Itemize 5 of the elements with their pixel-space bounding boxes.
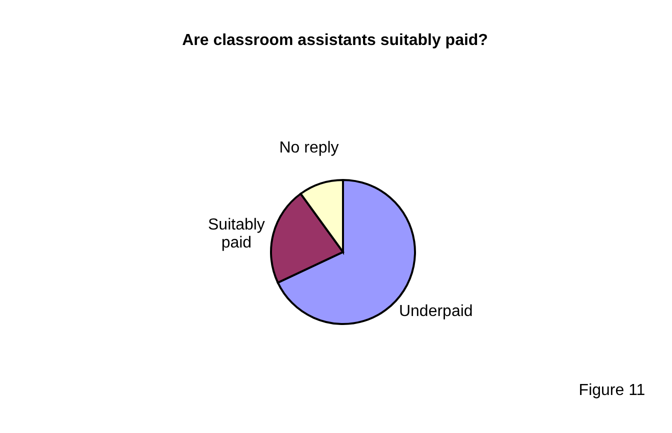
slice-label: No reply <box>279 139 339 156</box>
chart-title: Are classroom assistants suitably paid? <box>182 32 488 49</box>
slice-label: Suitably paid <box>208 216 265 252</box>
slice-label: Underpaid <box>398 302 473 320</box>
caption: Figure 11 <box>578 382 646 399</box>
